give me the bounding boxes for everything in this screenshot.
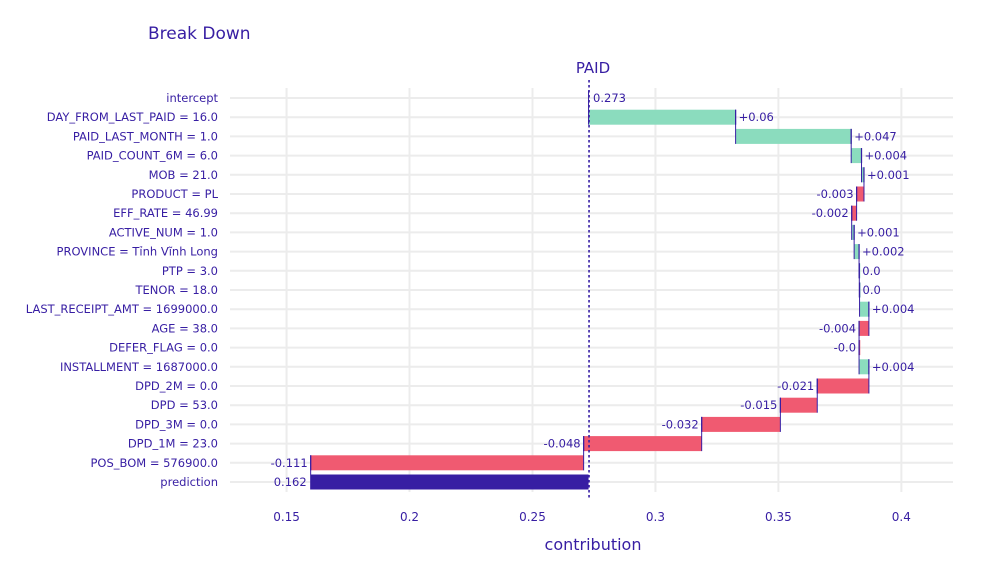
- data-label: -0.048: [544, 437, 581, 451]
- data-label: -0.003: [817, 187, 854, 201]
- y-tick-label: ACTIVE_NUM = 1.0: [109, 225, 218, 239]
- x-axis-label: contribution: [545, 535, 642, 554]
- data-label: 0.273: [593, 91, 626, 105]
- y-tick-label: intercept: [166, 91, 218, 105]
- data-label: 0.0: [863, 283, 881, 297]
- data-label: -0.015: [740, 398, 777, 412]
- data-label: -0.032: [662, 417, 699, 431]
- y-tick-label: MOB = 21.0: [149, 168, 218, 182]
- grid-layer: [230, 88, 953, 492]
- bar-negative: [780, 397, 818, 413]
- bars-layer: [310, 109, 870, 490]
- x-tick-label: 0.3: [646, 510, 665, 524]
- data-label: +0.001: [867, 168, 910, 182]
- y-tick-label: prediction: [160, 475, 218, 489]
- y-tick-label: EFF_RATE = 46.99: [113, 206, 218, 220]
- bar-positive: [859, 359, 869, 375]
- y-tick-label: DPD = 53.0: [151, 398, 218, 412]
- y-tick-label: POS_BOM = 576900.0: [90, 456, 218, 470]
- y-tick-label: PRODUCT = PL: [131, 187, 218, 201]
- bar-positive: [735, 128, 852, 144]
- y-tick-label: INSTALLMENT = 1687000.0: [60, 360, 218, 374]
- data-label: +0.001: [857, 225, 900, 239]
- bar-negative: [817, 378, 869, 394]
- y-tick-label: DPD_1M = 23.0: [128, 437, 218, 451]
- bar-positive: [851, 148, 862, 164]
- data-label: +0.047: [854, 129, 897, 143]
- y-tick-label: PROVINCE = Tỉnh Vĩnh Long: [57, 245, 218, 259]
- data-label: -0.111: [271, 456, 308, 470]
- bar-positive: [851, 224, 855, 240]
- y-tick-label: TENOR = 18.0: [135, 283, 219, 297]
- bar-negative: [583, 436, 702, 452]
- data-label: +0.06: [739, 110, 774, 124]
- bar-negative: [859, 320, 869, 336]
- x-tick-label: 0.35: [765, 510, 792, 524]
- bar-positive: [588, 109, 736, 125]
- x-tick-label: 0.15: [273, 510, 300, 524]
- y-tick-label: DPD_3M = 0.0: [135, 417, 218, 431]
- data-label: -0.004: [819, 321, 856, 335]
- bar-positive: [854, 244, 860, 260]
- bar-prediction: [310, 474, 589, 490]
- data-label: +0.004: [872, 302, 915, 316]
- data-labels: 0.273 +0.06 +0.047 +0.004 +0.001 -0.003 -0.002…: [271, 91, 915, 489]
- bar-positive: [861, 167, 864, 183]
- y-tick-label: DAY_FROM_LAST_PAID = 16.0: [47, 110, 218, 124]
- data-label: +0.004: [865, 149, 908, 163]
- x-tick-label: 0.25: [519, 510, 546, 524]
- chart-subtitle: PAID: [576, 59, 610, 77]
- data-label: -0.021: [777, 379, 814, 393]
- data-label: -0.0: [834, 341, 856, 355]
- bar-positive: [859, 301, 869, 317]
- bar-negative: [856, 186, 864, 202]
- y-tick-label: PAID_COUNT_6M = 6.0: [87, 149, 218, 163]
- y-tick-labels: intercept DAY_FROM_LAST_PAID = 16.0 PAID_L…: [26, 91, 219, 489]
- connectors-layer: [310, 90, 870, 490]
- bar-negative: [310, 455, 584, 471]
- y-tick-label: DPD_2M = 0.0: [135, 379, 218, 393]
- data-label: 0.162: [274, 475, 307, 489]
- y-tick-label: AGE = 38.0: [152, 321, 218, 335]
- bar-negative: [851, 205, 857, 221]
- data-label: +0.002: [862, 245, 905, 259]
- bar-negative: [701, 416, 781, 432]
- y-tick-label: PTP = 3.0: [162, 264, 218, 278]
- y-tick-label: PAID_LAST_MONTH = 1.0: [73, 129, 218, 143]
- x-tick-label: 0.2: [400, 510, 419, 524]
- data-label: -0.002: [812, 206, 849, 220]
- y-tick-label: LAST_RECEIPT_AMT = 1699000.0: [26, 302, 218, 316]
- data-label: 0.0: [862, 264, 880, 278]
- x-tick-label: 0.4: [892, 510, 911, 524]
- x-tick-labels: 0.15 0.2 0.25 0.3 0.35 0.4: [273, 510, 911, 524]
- y-tick-label: DEFER_FLAG = 0.0: [109, 341, 218, 355]
- data-label: +0.004: [872, 360, 915, 374]
- chart-title: Break Down: [148, 24, 251, 44]
